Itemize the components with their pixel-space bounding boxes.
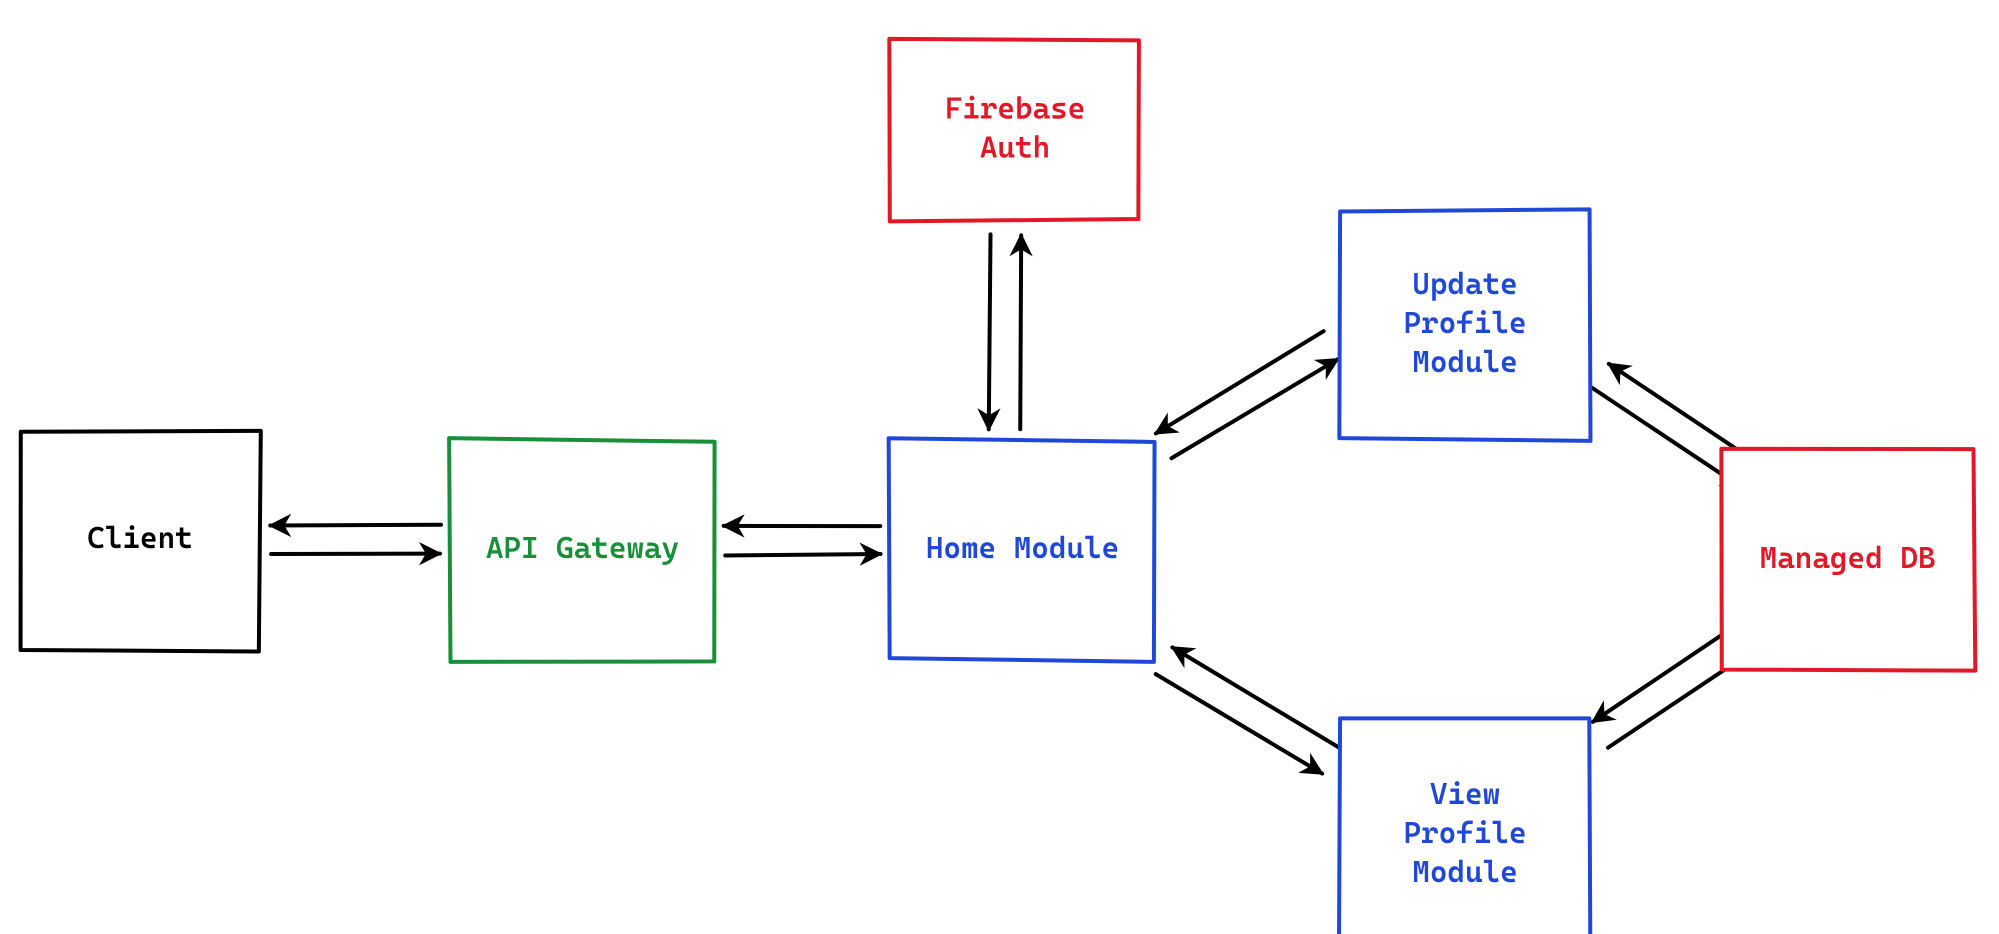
node-label-home_module-0: Home Module bbox=[926, 531, 1119, 566]
node-label-view_profile-2: Module bbox=[1412, 855, 1517, 890]
node-label-client-0: Client bbox=[87, 521, 192, 556]
nodes-layer: Client API Gateway Home Module Firebase Auth… bbox=[21, 39, 1976, 934]
node-label-managed_db-0: Managed DB bbox=[1760, 541, 1936, 576]
node-firebase_auth: Firebase Auth bbox=[889, 39, 1139, 222]
edge-api_gateway-home_module bbox=[724, 526, 881, 556]
architecture-diagram: Client API Gateway Home Module Firebase Auth… bbox=[0, 0, 1999, 934]
edge-client-api_gateway bbox=[270, 525, 441, 554]
node-label-api_gateway-0: API Gateway bbox=[486, 531, 679, 566]
edge-home_module-firebase_auth bbox=[989, 234, 1021, 429]
node-label-update_profile-0: Update bbox=[1412, 267, 1517, 302]
node-update_profile: Update Profile Module bbox=[1339, 209, 1590, 441]
edge-home_module-view_profile bbox=[1156, 647, 1339, 773]
node-client: Client bbox=[21, 431, 261, 652]
node-label-update_profile-2: Module bbox=[1412, 345, 1517, 380]
node-home_module: Home Module bbox=[889, 438, 1155, 662]
node-label-view_profile-0: View bbox=[1430, 777, 1500, 812]
edge-home_module-update_profile bbox=[1156, 331, 1338, 458]
node-api_gateway: API Gateway bbox=[449, 438, 714, 662]
node-label-update_profile-1: Profile bbox=[1403, 306, 1526, 341]
node-managed_db: Managed DB bbox=[1721, 449, 1975, 671]
node-label-firebase_auth-0: Firebase bbox=[945, 91, 1086, 126]
node-view_profile: View Profile Module bbox=[1339, 718, 1590, 934]
node-label-firebase_auth-1: Auth bbox=[980, 130, 1050, 165]
node-label-view_profile-1: Profile bbox=[1403, 816, 1526, 851]
